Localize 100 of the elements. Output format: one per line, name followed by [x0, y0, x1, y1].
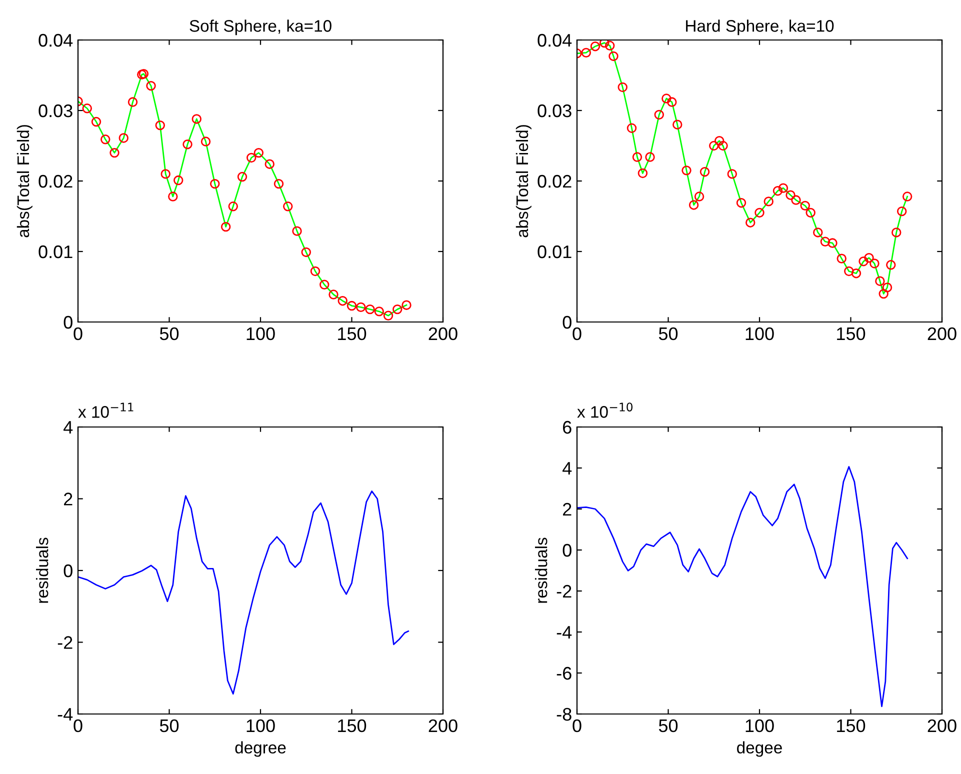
- point: [813, 228, 823, 238]
- point: [228, 202, 238, 212]
- x-tick-label: 100: [246, 327, 275, 340]
- point: [672, 120, 682, 130]
- point: [682, 166, 692, 176]
- point: [283, 202, 293, 212]
- y-tick-label: -2: [556, 584, 572, 598]
- point: [320, 280, 330, 290]
- x-tick-label: 100: [246, 719, 275, 732]
- y-tick-label: -8: [556, 708, 572, 721]
- y-tick-label: 0.04: [538, 34, 572, 47]
- x-axis-title: degee: [737, 741, 782, 757]
- y-tick-label: 0: [64, 316, 72, 329]
- x-tick-label: 200: [428, 719, 458, 732]
- y-tick-label: -2: [58, 636, 72, 649]
- point: [100, 134, 110, 144]
- chart-title: Soft Sphere, ka=10: [190, 20, 332, 36]
- point: [82, 104, 92, 114]
- line-series: [78, 490, 410, 695]
- x-tick-label: 0: [572, 327, 582, 340]
- point: [402, 300, 412, 310]
- point: [91, 116, 102, 127]
- point: [820, 236, 830, 246]
- y-tick-label: 0.02: [538, 174, 572, 188]
- point: [791, 195, 801, 205]
- y-axis-title: abs(Total Field): [516, 125, 532, 238]
- text: x 10$^{−11}$: [78, 402, 134, 418]
- point: [118, 133, 128, 143]
- x-tick-label: 50: [160, 327, 179, 340]
- point: [292, 226, 302, 236]
- point: [220, 222, 231, 232]
- x-tick-label: 200: [928, 327, 956, 340]
- point: [870, 258, 880, 268]
- y-tick-label: 0.01: [38, 245, 72, 258]
- point: [346, 300, 357, 311]
- x-tick-label: 150: [338, 719, 366, 732]
- point: [851, 268, 862, 278]
- x-tick-label: 0: [74, 719, 82, 732]
- y-tick-label: -6: [556, 666, 572, 680]
- point: [858, 256, 868, 266]
- line-series: [577, 466, 908, 708]
- point: [864, 252, 874, 263]
- point: [155, 120, 165, 130]
- point: [727, 169, 737, 179]
- y-tick-label: 4: [64, 421, 73, 434]
- x-tick-label: 0: [74, 327, 82, 340]
- y-tick-label: 0.04: [38, 34, 73, 47]
- point: [688, 200, 699, 210]
- y-tick-label: 4: [562, 462, 572, 475]
- point: [714, 136, 724, 146]
- point: [600, 40, 610, 48]
- x-tick-label: 150: [837, 327, 866, 340]
- point: [746, 218, 756, 228]
- point: [356, 302, 366, 312]
- point: [875, 276, 885, 286]
- y-tick-label: 2: [64, 492, 72, 506]
- point: [128, 97, 138, 107]
- point: [772, 186, 783, 196]
- point: [237, 172, 248, 182]
- x-tick-label: 100: [746, 719, 774, 732]
- point: [667, 97, 677, 107]
- x-tick-label: 50: [658, 719, 678, 732]
- point: [168, 192, 178, 202]
- point: [626, 123, 637, 133]
- y-tick-label: 6: [563, 420, 572, 434]
- point: [210, 178, 220, 189]
- point: [736, 198, 746, 208]
- x-tick-label: 200: [428, 327, 458, 340]
- point: [374, 306, 384, 316]
- point: [882, 282, 892, 292]
- point: [806, 208, 816, 218]
- point: [718, 140, 728, 151]
- point: [182, 139, 192, 150]
- point: [365, 304, 375, 314]
- point: [694, 192, 704, 202]
- point: [383, 310, 394, 321]
- point: [896, 206, 907, 216]
- point: [200, 136, 211, 146]
- point: [110, 148, 120, 158]
- x-tick-label: 50: [658, 327, 678, 340]
- point: [301, 247, 311, 258]
- point: [618, 82, 628, 92]
- point: [310, 266, 320, 276]
- point: [632, 152, 642, 162]
- point: [254, 148, 264, 158]
- point: [645, 152, 655, 162]
- point: [246, 152, 256, 163]
- point: [174, 175, 184, 186]
- point: [709, 140, 719, 151]
- x-tick-label: 150: [338, 327, 366, 340]
- y-axis-title: residuals: [534, 538, 548, 603]
- y-axis-title: abs(Total Field): [16, 125, 32, 238]
- x-axis-title: degree: [235, 741, 286, 757]
- point: [902, 192, 912, 202]
- point: [338, 296, 348, 306]
- point: [638, 168, 648, 178]
- point: [146, 80, 156, 91]
- point: [836, 254, 846, 264]
- point: [764, 196, 774, 206]
- point: [892, 228, 902, 238]
